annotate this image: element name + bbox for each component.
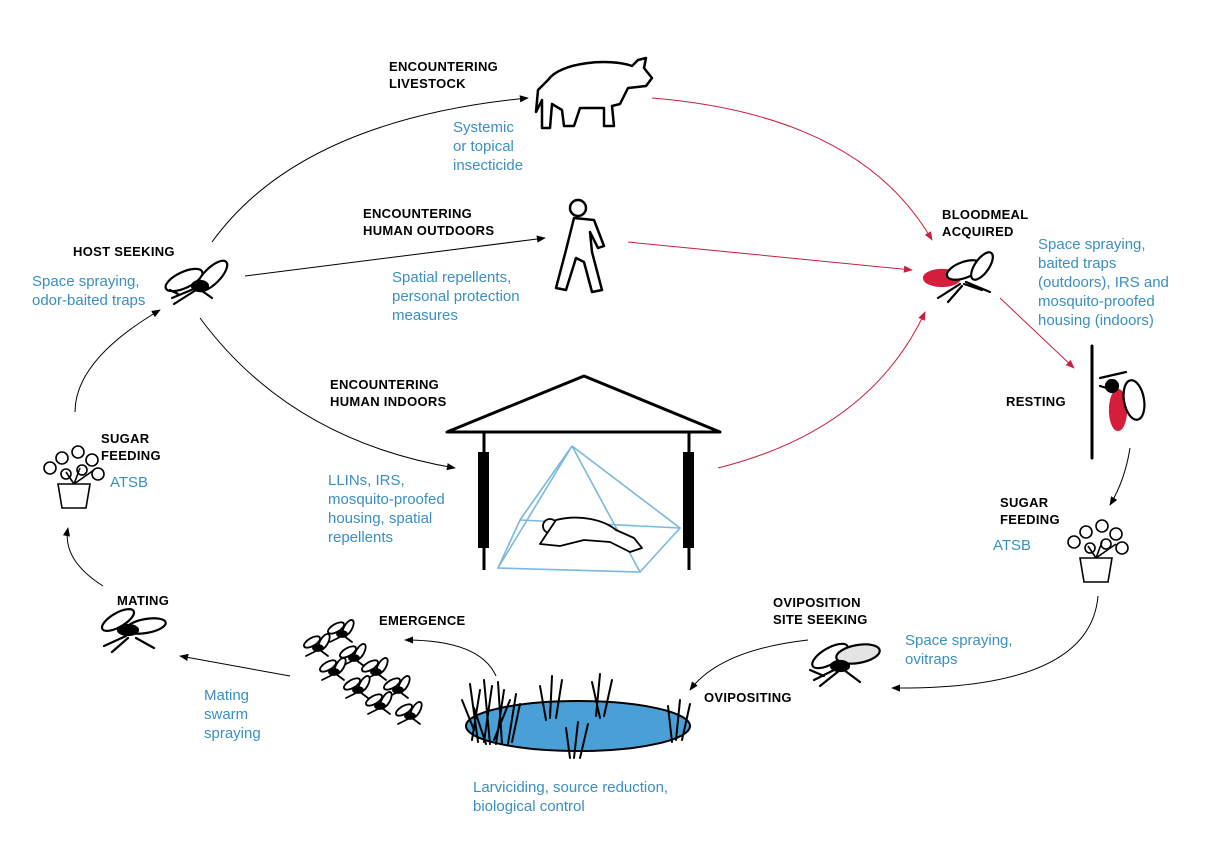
control-oviposition: Space spraying, ovitraps bbox=[905, 632, 1013, 668]
arrow-pond-to-emergence bbox=[404, 636, 497, 677]
stage-label-encountering-human-outdoors: ENCOUNTERING HUMAN OUTDOORS bbox=[363, 206, 495, 238]
arrow-sugar-to-oviposition bbox=[891, 595, 1099, 692]
house-icon bbox=[445, 374, 722, 570]
control-sugar-right: ATSB bbox=[993, 537, 1032, 554]
oviposition-mosquito-icon bbox=[808, 642, 881, 688]
sleeping-person-icon bbox=[539, 516, 643, 553]
control-larval: Larviciding, source reduction, biologica… bbox=[473, 779, 669, 815]
control-sugar-left: ATSB bbox=[110, 474, 149, 491]
arrow-host-to-indoors bbox=[199, 317, 456, 471]
flower-pot-icon bbox=[43, 445, 105, 509]
arrow-resting-to-sugar bbox=[1109, 447, 1131, 506]
bed-net-icon bbox=[496, 445, 682, 573]
arrow-emergence-to-mating bbox=[179, 653, 291, 677]
walking-person-icon bbox=[554, 198, 606, 294]
arrow-host-to-livestock bbox=[211, 95, 529, 243]
control-indoors: LLINs, IRS, mosquito-proofed housing, sp… bbox=[328, 472, 445, 546]
control-mating: Mating swarm spraying bbox=[204, 687, 261, 742]
stage-label-ovipositing: OVIPOSITING bbox=[704, 690, 792, 705]
control-livestock: Systemic or topical insecticide bbox=[453, 119, 524, 174]
arrow-oviposition-to-ovipositing bbox=[689, 639, 809, 691]
arrow-indoors-to-bloodmeal bbox=[717, 311, 926, 469]
mosquito-icon bbox=[164, 259, 229, 306]
stage-label-emergence: EMERGENCE bbox=[379, 613, 466, 628]
engorged-mosquito-icon bbox=[922, 251, 994, 304]
arrow-mating-to-sugar bbox=[62, 527, 104, 587]
stage-label-bloodmeal-acquired: BLOODMEAL ACQUIRED bbox=[942, 207, 1029, 239]
arrow-livestock-to-bloodmeal bbox=[651, 97, 933, 241]
control-bloodmeal: Space spraying, baited traps (outdoors),… bbox=[1038, 236, 1169, 329]
reeds-icon bbox=[461, 673, 691, 759]
stage-label-sugar-feeding-left: SUGAR FEEDING bbox=[101, 431, 161, 463]
arrow-sugar-to-host bbox=[74, 309, 161, 413]
arrow-outdoors-to-bloodmeal bbox=[627, 241, 913, 273]
control-host-seeking: Space spraying, odor-baited traps bbox=[32, 273, 146, 309]
stage-label-resting: RESTING bbox=[1006, 394, 1066, 409]
stage-label-mating: MATING bbox=[117, 593, 170, 608]
mating-mosquitoes-icon bbox=[100, 608, 167, 654]
stage-label-oviposition-site-seeking: OVIPOSITION SITE SEEKING bbox=[773, 595, 868, 627]
mosquito-swarm-icon bbox=[303, 619, 423, 725]
control-outdoors: Spatial repellents, personal protection … bbox=[392, 269, 520, 324]
stage-label-encountering-human-indoors: ENCOUNTERING HUMAN INDOORS bbox=[330, 377, 447, 409]
stage-label-sugar-feeding-right: SUGAR FEEDING bbox=[1000, 495, 1060, 527]
cow-icon bbox=[534, 56, 654, 130]
stage-label-host-seeking: HOST SEEKING bbox=[73, 244, 175, 259]
resting-mosquito-icon bbox=[1090, 344, 1146, 460]
arrow-bloodmeal-to-resting bbox=[999, 297, 1075, 369]
flower-pot-icon-right bbox=[1067, 519, 1129, 583]
arrow-host-to-outdoors bbox=[244, 235, 546, 277]
stage-label-encountering-livestock: ENCOUNTERING LIVESTOCK bbox=[389, 59, 499, 91]
